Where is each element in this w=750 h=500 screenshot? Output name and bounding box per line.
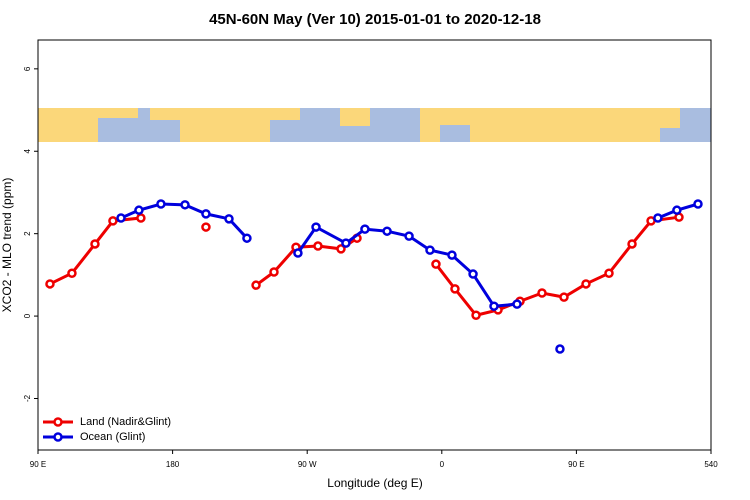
data-point — [156, 199, 166, 209]
data-point — [581, 279, 591, 289]
data-point — [180, 200, 190, 210]
legend-label: Ocean (Glint) — [80, 431, 145, 443]
data-point — [90, 239, 100, 249]
data-point — [116, 213, 126, 223]
legend-label: Land (Nadir&Glint) — [80, 416, 171, 428]
series-line — [120, 202, 699, 308]
data-point — [45, 279, 55, 289]
x-tick-label: 180 — [166, 460, 180, 469]
x-tick-label: 540 — [704, 460, 718, 469]
x-tick-label: 90 E — [30, 460, 46, 469]
data-point — [653, 213, 663, 223]
data-point — [242, 233, 252, 243]
data-point — [627, 239, 637, 249]
data-point — [382, 226, 392, 236]
data-point — [425, 245, 435, 255]
data-point — [447, 250, 457, 260]
data-point — [313, 241, 323, 251]
data-point — [67, 268, 77, 278]
data-point — [201, 209, 211, 219]
y-axis-label: XCO2 - MLO trend (ppm) — [0, 178, 14, 313]
y-tick-label: 0 — [23, 313, 32, 318]
y-tick-label: 2 — [23, 231, 32, 236]
data-point — [224, 214, 234, 224]
data-point — [537, 288, 547, 298]
data-point — [559, 292, 569, 302]
data-point — [512, 299, 522, 309]
data-point — [134, 205, 144, 215]
data-point — [336, 244, 346, 254]
chart-title: 45N-60N May (Ver 10) 2015-01-01 to 2020-… — [209, 11, 541, 28]
y-tick-label: 4 — [23, 148, 32, 153]
legend-marker — [53, 432, 63, 442]
data-point — [468, 269, 478, 279]
x-tick-label: 90 E — [568, 460, 584, 469]
data-point — [555, 344, 565, 354]
x-tick-label: 0 — [440, 460, 445, 469]
data-point — [311, 222, 321, 232]
data-point — [471, 310, 481, 321]
y-tick-label: 6 — [23, 66, 32, 71]
data-point — [293, 248, 303, 258]
data-point — [431, 259, 441, 269]
data-point — [341, 238, 351, 248]
legend-marker — [53, 417, 63, 427]
data-point — [136, 213, 146, 223]
data-point — [693, 199, 703, 209]
data-point — [604, 268, 614, 278]
y-tick-label: -2 — [23, 394, 32, 402]
x-axis-label: Longitude (deg E) — [327, 476, 422, 490]
data-point — [251, 280, 261, 290]
data-point — [269, 267, 279, 277]
map-strip — [38, 108, 711, 142]
data-point — [450, 284, 460, 294]
data-point — [404, 231, 414, 241]
data-point — [489, 301, 499, 311]
data-point — [201, 222, 211, 232]
data-point — [672, 205, 682, 215]
plot-frame — [37, 39, 712, 451]
data-point — [360, 224, 370, 234]
data-point — [108, 216, 118, 226]
x-tick-label: 90 W — [298, 460, 317, 469]
